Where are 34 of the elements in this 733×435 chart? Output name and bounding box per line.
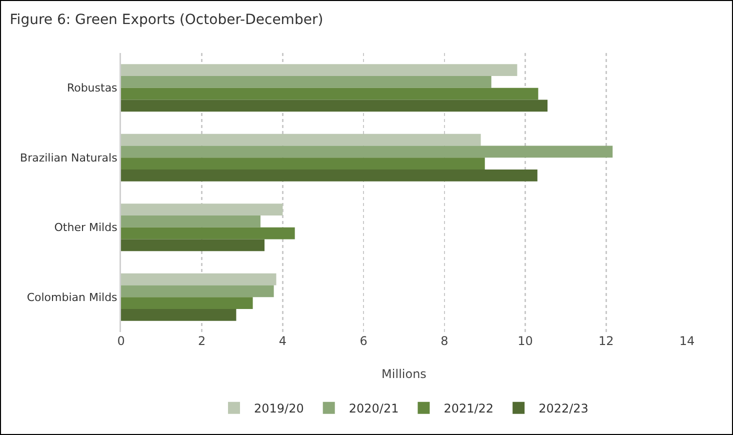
x-tick-label: 10 <box>518 334 533 348</box>
x-tick-label: 14 <box>679 334 695 348</box>
x-tick-label: 2 <box>198 334 206 348</box>
bar <box>121 273 276 286</box>
bar <box>121 134 481 146</box>
x-tick-label: 8 <box>440 334 448 348</box>
x-tick-label: 12 <box>598 334 614 348</box>
bar <box>121 216 260 228</box>
x-axis-title: Millions <box>382 367 426 381</box>
y-tick-label: Robustas <box>66 82 118 95</box>
bar <box>121 88 538 100</box>
legend-label: 2021/22 <box>444 402 494 416</box>
bar <box>121 64 518 76</box>
y-tick-label: Colombian Milds <box>26 290 118 304</box>
bar <box>121 227 295 240</box>
x-tick-label: 6 <box>360 334 368 348</box>
bar <box>121 297 253 309</box>
legend-label: 2019/20 <box>254 402 304 416</box>
legend-label: 2022/23 <box>538 402 588 416</box>
x-tick-label: 0 <box>117 334 125 348</box>
y-tick-label: Other Milds <box>54 221 118 234</box>
bar <box>121 285 274 298</box>
legend-label: 2020/21 <box>348 402 399 416</box>
bar <box>121 100 548 112</box>
bar <box>121 146 613 158</box>
x-tick-label: 4 <box>278 334 287 348</box>
bar <box>121 308 236 321</box>
bar <box>121 169 538 182</box>
bar <box>121 204 283 216</box>
bar <box>121 76 492 88</box>
chart-title: Figure 6: Green Exports (October-December) <box>10 12 324 28</box>
bar <box>121 239 265 252</box>
bar <box>121 158 485 170</box>
y-tick-label: Brazilian Naturals <box>20 151 118 164</box>
